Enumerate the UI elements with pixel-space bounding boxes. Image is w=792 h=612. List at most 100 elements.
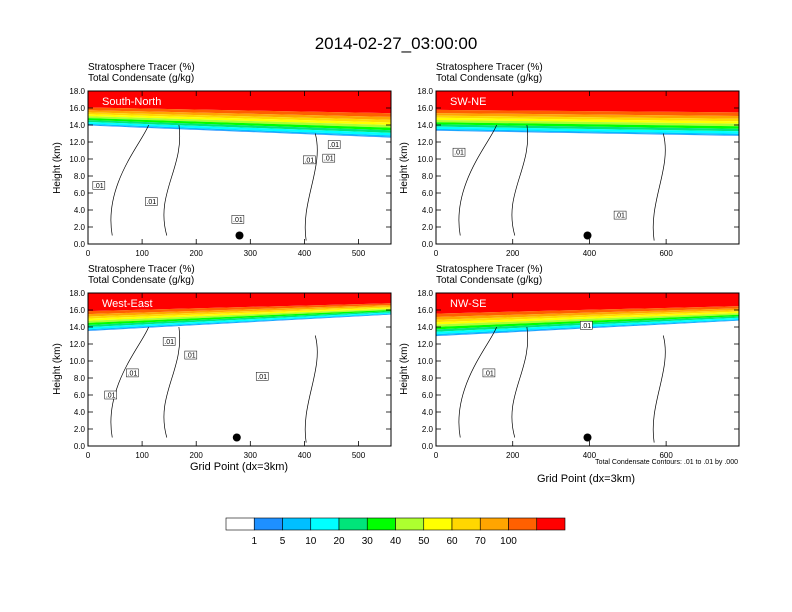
- region-label: NW-SE: [450, 298, 486, 310]
- y-tick-label: 16.0: [69, 306, 85, 315]
- tracer-band: [88, 118, 391, 131]
- tracer-band: [436, 308, 739, 320]
- x-tick-label: 600: [659, 451, 673, 460]
- y-tick-label: 2.0: [74, 425, 86, 434]
- contour-label: .01: [329, 142, 339, 149]
- y-tick-label: 12.0: [69, 340, 85, 349]
- x-tick-label: 100: [135, 451, 149, 460]
- tracer-band: [88, 116, 391, 128]
- contour-label: .01: [581, 323, 591, 330]
- y-axis-label: Height (km): [52, 142, 63, 194]
- x-tick-label: 400: [298, 451, 312, 460]
- y-tick-label: 0.0: [422, 442, 434, 451]
- tracer-band: [88, 308, 391, 323]
- panel-header-condensate: Total Condensate (g/kg): [436, 275, 542, 286]
- contour-label-box: [322, 153, 336, 163]
- y-tick-label: 8.0: [422, 172, 434, 181]
- x-axis-label: Grid Point (dx=3km): [537, 473, 635, 485]
- panel-sw-ne: Stratosphere Tracer (%) Total Condensate…: [399, 62, 740, 258]
- colorbar-label: 50: [418, 536, 430, 547]
- colorbar-swatch: [508, 517, 538, 531]
- tracer-band: [88, 91, 391, 114]
- tracer-band: [88, 311, 391, 328]
- contour-label: .01: [106, 393, 116, 400]
- y-tick-label: 12.0: [417, 138, 433, 147]
- y-tick-label: 6.0: [74, 189, 86, 198]
- contour-label-box: [327, 140, 341, 149]
- y-tick-label: 10.0: [69, 357, 85, 366]
- y-tick-label: 16.0: [417, 306, 433, 315]
- x-tick-label: 500: [352, 249, 366, 258]
- y-tick-label: 12.0: [417, 340, 433, 349]
- condensate-contour: [110, 326, 318, 443]
- tracer-band: [436, 310, 739, 323]
- x-tick-label: 300: [244, 249, 258, 258]
- tracer-band: [436, 91, 739, 113]
- x-tick-label: 400: [583, 249, 597, 258]
- contour-label: .01: [454, 150, 464, 157]
- contour-label: .01: [164, 339, 174, 346]
- plot-frame: [435, 90, 740, 245]
- tracer-band: [436, 120, 739, 127]
- contour-label-box: [104, 390, 117, 400]
- site-marker: [583, 433, 592, 442]
- panel-header-tracer: Stratosphere Tracer (%): [436, 264, 543, 275]
- y-tick-label: 6.0: [422, 391, 434, 400]
- tracer-band: [436, 109, 739, 116]
- panel-nw-se: Stratosphere Tracer (%) Total Condensate…: [399, 264, 740, 485]
- contour-label-box: [184, 350, 198, 360]
- tracer-band: [436, 293, 739, 314]
- colorbar-swatch: [536, 517, 566, 531]
- contour-label: .01: [615, 213, 625, 220]
- site-marker: [235, 231, 244, 240]
- contour-label-box: [580, 321, 593, 330]
- tracer-band: [88, 120, 391, 133]
- contour-label: .01: [146, 199, 156, 206]
- contour-label-box: [92, 181, 106, 190]
- tracer-band: [436, 126, 739, 134]
- y-tick-label: 8.0: [422, 374, 434, 383]
- plot-frame: [435, 292, 740, 447]
- y-tick-label: 18.0: [69, 289, 85, 298]
- tracer-band: [88, 121, 391, 136]
- panel-header-tracer: Stratosphere Tracer (%): [88, 62, 195, 73]
- tracer-band: [88, 306, 391, 319]
- colorbar-swatch: [479, 517, 509, 531]
- tracer-band: [436, 313, 739, 327]
- tracer-band: [88, 314, 391, 332]
- contour-label-box: [162, 337, 176, 346]
- contour-label-box: [255, 372, 269, 381]
- colorbar-label: 1: [251, 536, 257, 547]
- colorbar: 1 5 10 20 30 40 50 60 70 100: [225, 517, 566, 547]
- figure-title: 2014-02-27_03:00:00: [315, 34, 478, 53]
- contour-label-box: [303, 155, 316, 165]
- x-tick-label: 200: [190, 451, 204, 460]
- tracer-band: [88, 304, 391, 317]
- y-tick-label: 2.0: [74, 223, 86, 232]
- x-tick-label: 200: [506, 249, 520, 258]
- y-tick-label: 14.0: [69, 323, 85, 332]
- region-label: SW-NE: [450, 96, 486, 108]
- condensate-contour: [110, 124, 318, 241]
- y-tick-label: 4.0: [74, 408, 86, 417]
- plot-area: .01 .01 .01 .01 .01 West-East 0.0 2.0 4.0 6.0 8.0 1…: [69, 289, 392, 460]
- site-marker: [583, 231, 592, 240]
- x-tick-label: 300: [244, 451, 258, 460]
- y-tick-label: 18.0: [417, 289, 433, 298]
- tracer-band: [88, 112, 391, 123]
- contour-label-box: [613, 210, 627, 220]
- y-tick-label: 10.0: [417, 155, 433, 164]
- plot-area: .01 .01 NW-SE 0.0 2.0 4.0 6.0 8.0 10.0 12.0 14.0 16…: [417, 289, 740, 460]
- plot-frame: [87, 292, 392, 447]
- x-tick-label: 200: [190, 249, 204, 258]
- colorbar-swatch: [310, 517, 340, 531]
- y-tick-label: 16.0: [417, 104, 433, 113]
- contour-label-box: [482, 368, 496, 378]
- y-tick-label: 0.0: [422, 240, 434, 249]
- y-tick-label: 16.0: [69, 104, 85, 113]
- colorbar-swatch: [395, 517, 425, 531]
- panel-header-condensate: Total Condensate (g/kg): [88, 275, 194, 286]
- plot-frame: [87, 90, 392, 245]
- y-tick-label: 18.0: [417, 87, 433, 96]
